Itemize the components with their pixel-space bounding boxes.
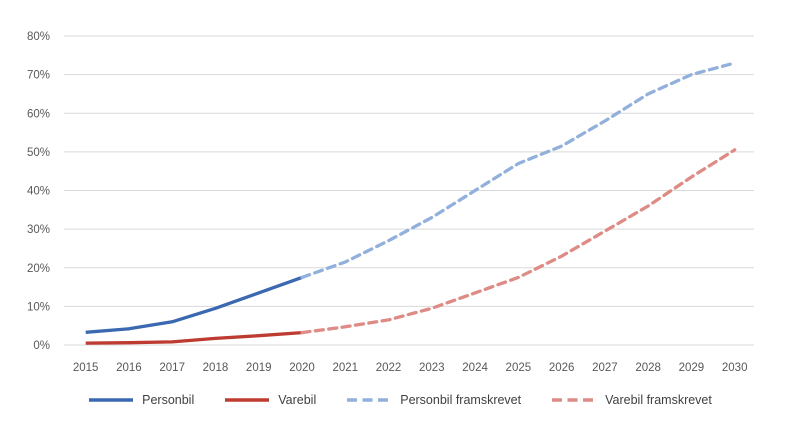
x-tick-label: 2022 [376,362,402,374]
legend-item-personbil-framskrevet[interactable]: Personbil framskrevet [346,394,521,407]
y-tick-label: 10% [27,301,50,313]
x-tick-label: 2030 [722,362,748,374]
series-varebil [85,330,303,345]
series-personbil [85,275,303,334]
series-personbil-framskrevet [300,61,737,280]
legend-label: Varebil [278,393,317,407]
y-tick-label: 40% [27,186,50,198]
y-tick-label: 0% [33,340,50,352]
legend-item-varebil[interactable]: Varebil [224,394,316,407]
legend-label: Varebil framskrevet [605,393,712,407]
y-tick-label: 50% [27,147,50,159]
legend-item-personbil[interactable]: Personbil [88,394,194,407]
legend-swatch-solid-red-icon [225,398,270,402]
y-tick-label: 80% [27,31,50,43]
x-tick-label: 2027 [592,362,618,374]
legend-item-varebil-framskrevet[interactable]: Varebil framskrevet [551,394,712,407]
x-tick-label: 2017 [159,362,185,374]
legend-label: Personbil framskrevet [400,393,522,407]
legend-swatch-solid-blue-icon [89,398,134,402]
x-tick-label: 2024 [462,362,488,374]
x-tick-label: 2015 [73,362,99,374]
legend-swatch-dashed-blue-icon [347,398,392,402]
line-chart-plot-area: 0% 10% 20% 30% 40% 50% 60% 70% 80% 2015 2016 2017 20… [27,31,754,374]
x-tick-label: 2026 [549,362,575,374]
x-tick-label: 2020 [289,362,315,374]
x-tick-label: 2016 [116,362,142,374]
y-tick-label: 60% [27,108,50,120]
x-tick-label: 2018 [203,362,229,374]
series-varebil-framskrevet [300,148,737,335]
y-tick-label: 30% [27,224,50,236]
y-tick-label: 20% [27,263,50,275]
x-tick-label: 2019 [246,362,272,374]
x-tick-label: 2029 [679,362,705,374]
x-tick-label: 2025 [506,362,532,374]
y-tick-label: 70% [27,70,50,82]
legend-label: Personbil [142,393,195,407]
legend-swatch-dashed-red-icon [552,398,597,402]
x-tick-label: 2021 [332,362,358,374]
x-tick-label: 2023 [419,362,445,374]
x-tick-label: 2028 [635,362,661,374]
chart-legend: Personbil Varebil Personbil framskrevet … [0,394,800,407]
